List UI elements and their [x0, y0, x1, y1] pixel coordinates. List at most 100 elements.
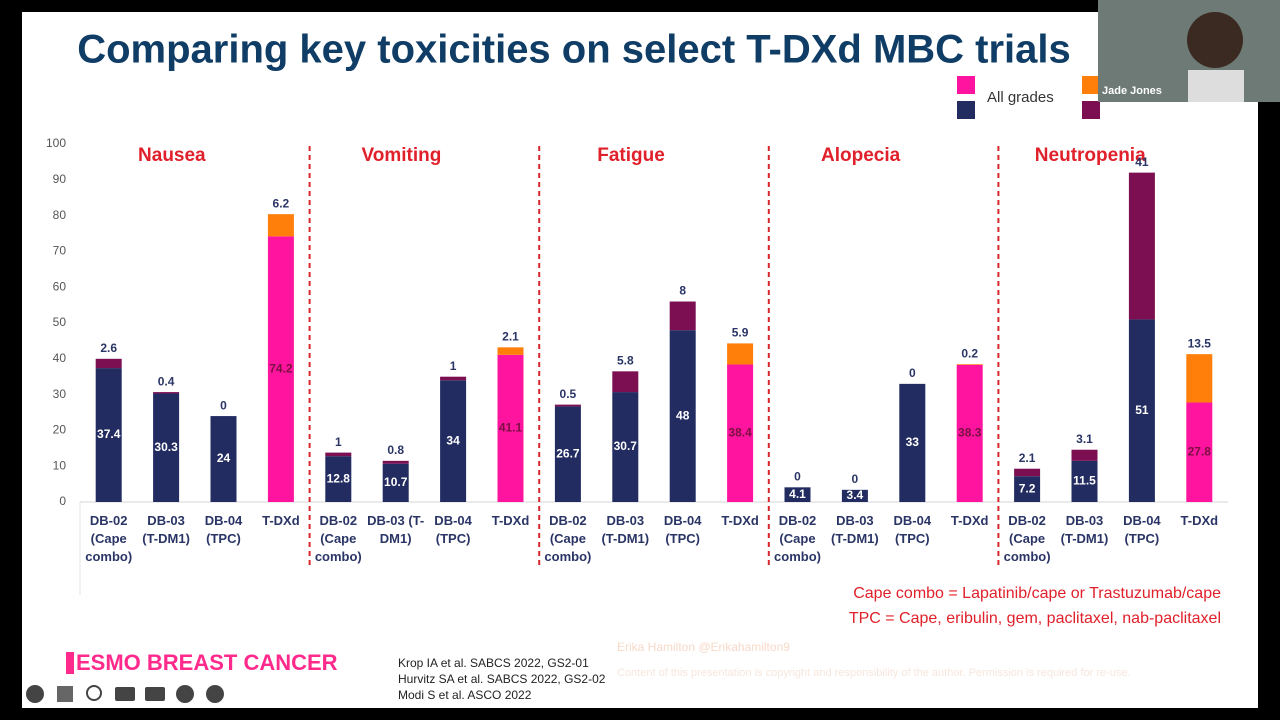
- bar-segment: [210, 416, 237, 502]
- reference: Modi S et al. ASCO 2022: [398, 688, 532, 702]
- value-label: 0.5: [560, 387, 577, 401]
- x-tick-label: DB-02 (Cape combo): [774, 513, 821, 564]
- x-tick-label: DB-03 (T-DM1): [142, 513, 190, 546]
- video-button[interactable]: [145, 687, 165, 701]
- value-label: 0: [794, 469, 801, 483]
- bar-segment: [95, 358, 122, 369]
- group-title: Neutropenia: [1035, 145, 1146, 166]
- bar-segment: [153, 393, 180, 502]
- x-tick-label: DB-02 (Cape combo): [544, 513, 592, 564]
- value-label: 0: [852, 472, 859, 486]
- value-label: 51: [1135, 403, 1149, 417]
- value-label: 3.4: [847, 488, 864, 502]
- group-title: Nausea: [138, 145, 206, 166]
- chart-title: Comparing key toxicities on select T-DXd…: [77, 28, 1071, 72]
- x-tick-label: DB-03 (T-DM1): [601, 513, 650, 546]
- value-label: 30.3: [154, 440, 178, 454]
- x-tick-label: T-DXd: [491, 513, 530, 528]
- bar-segment: [1071, 449, 1098, 461]
- y-tick-label: 50: [53, 315, 67, 329]
- bar-segment: [1186, 354, 1213, 403]
- bar-segment: [841, 489, 868, 502]
- y-tick-label: 100: [46, 136, 66, 150]
- next-button[interactable]: [206, 685, 224, 703]
- x-tick-label: DB-04 (TPC): [434, 513, 472, 546]
- webcam-person: [1187, 12, 1243, 68]
- bar-segment: [440, 376, 467, 381]
- more-button[interactable]: [176, 685, 194, 703]
- value-label: 0: [220, 398, 227, 412]
- x-tick-label: DB-04 (TPC): [893, 513, 932, 546]
- value-label: 13.5: [1188, 336, 1212, 350]
- bar-segment: [612, 371, 639, 393]
- x-tick-label: DB-03 (T-DM1): [831, 513, 879, 546]
- bar-segment: [1014, 476, 1041, 502]
- bar-segment: [554, 404, 581, 407]
- y-tick-label: 40: [53, 351, 67, 365]
- legend-swatch: [1082, 101, 1100, 119]
- y-tick-label: 20: [53, 423, 67, 437]
- group-title: Alopecia: [821, 145, 901, 166]
- value-label: 34: [446, 433, 460, 447]
- bar-segment: [727, 343, 754, 365]
- x-tick-label: DB-02 (Cape combo): [314, 513, 362, 564]
- bar-segment: [669, 301, 696, 331]
- bar-segment: [784, 487, 811, 502]
- pen-button[interactable]: [57, 686, 73, 702]
- bar-segment: [1186, 402, 1213, 502]
- value-label: 24: [217, 451, 231, 465]
- x-tick-label: T-DXd: [721, 513, 759, 528]
- bar-segment: [382, 463, 409, 502]
- bar-segment: [554, 406, 581, 502]
- x-tick-label: T-DXd: [950, 513, 989, 528]
- value-label: 2.1: [1019, 451, 1036, 465]
- group-title: Vomiting: [362, 145, 442, 166]
- bar-segment: [899, 383, 926, 502]
- value-label: 5.8: [617, 354, 634, 368]
- y-tick-label: 70: [53, 244, 67, 258]
- value-label: 26.7: [556, 446, 580, 460]
- value-label: 30.7: [614, 439, 638, 453]
- y-tick-label: 80: [53, 208, 67, 222]
- value-label: 1: [335, 435, 342, 449]
- legend-label: All grades: [987, 89, 1054, 106]
- value-label: 7.2: [1019, 481, 1036, 495]
- zoom-button[interactable]: [86, 685, 102, 701]
- bar-segment: [1071, 460, 1098, 502]
- prev-button[interactable]: [26, 685, 44, 703]
- reference: Hurvitz SA et al. SABCS 2022, GS2-02: [398, 672, 606, 686]
- cc-button[interactable]: [115, 687, 135, 701]
- y-tick-label: 10: [53, 458, 67, 472]
- bar-segment: [956, 364, 983, 365]
- legend-swatch: [957, 76, 975, 94]
- value-label: 41.1: [499, 421, 523, 435]
- y-tick-label: 90: [53, 172, 67, 186]
- value-label: 6.2: [273, 196, 290, 210]
- footnote: TPC = Cape, eribulin, gem, paclitaxel, n…: [849, 610, 1221, 627]
- x-tick-label: T-DXd: [1180, 513, 1219, 528]
- bar-segment: [95, 368, 122, 502]
- x-tick-label: DB-03 (T-DM1): [1060, 513, 1109, 546]
- x-tick-label: DB-04 (TPC): [663, 513, 702, 546]
- value-label: 33: [906, 435, 920, 449]
- bar-segment: [956, 364, 983, 502]
- value-label: 4.1: [789, 487, 806, 501]
- value-label: 0.8: [387, 443, 404, 457]
- logo-year: 2023: [68, 662, 82, 668]
- bar-segment: [1128, 172, 1155, 320]
- value-label: 37.4: [97, 427, 121, 441]
- logo-bar: [66, 652, 74, 674]
- watermark-notice: Content of this presentation is copyrigh…: [617, 667, 1131, 679]
- bar-segment: [1128, 319, 1155, 502]
- value-label: 27.8: [1188, 444, 1212, 458]
- value-label: 48: [676, 408, 690, 422]
- bar-segment: [727, 364, 754, 502]
- group-title: Fatigue: [597, 145, 665, 166]
- x-tick-label: DB-02 (Cape combo): [1003, 513, 1051, 564]
- bar-segment: [325, 452, 352, 457]
- reference: Krop IA et al. SABCS 2022, GS2-01: [398, 656, 589, 670]
- webcam-name: Jade Jones: [1102, 85, 1162, 97]
- toolbar[interactable]: [26, 685, 224, 703]
- watermark-author: Erika Hamilton @Erikahamilton9: [617, 640, 790, 654]
